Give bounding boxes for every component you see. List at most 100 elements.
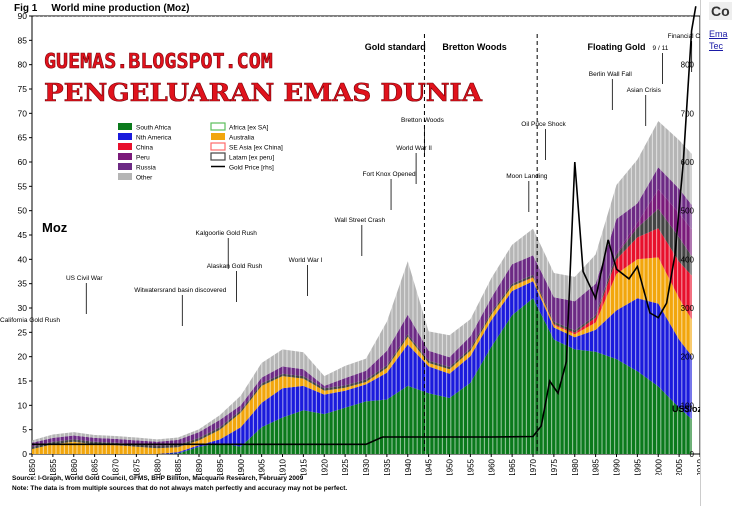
annotation-label: Berlin Wall Fall	[589, 71, 633, 78]
y-tick-label: 85	[18, 35, 28, 45]
era-label: Gold standard	[365, 42, 426, 52]
x-tick-label: 1990	[613, 458, 622, 475]
side-link-1[interactable]: Ema	[709, 29, 728, 39]
legend-label: SE Asia [ex China]	[229, 145, 283, 152]
annotation-label: Alaskan Gold Rush	[207, 263, 263, 270]
legend-label: South Africa	[136, 125, 171, 132]
y2-tick-label: 700	[681, 109, 695, 118]
y2-tick-label: 300	[681, 304, 695, 313]
y-tick-label: 65	[18, 133, 28, 143]
x-axis: 1850 1855 1860 1865 1870 1875 1880 1885 1890 1895…	[28, 454, 700, 475]
y2-tick-label: 600	[681, 158, 695, 167]
watermark-line2: PENGELUARAN EMAS DUNIA	[44, 78, 482, 107]
y-tick-label: 90	[18, 11, 28, 21]
x-tick-label: 1860	[70, 458, 79, 475]
legend-swatch	[118, 143, 132, 150]
era-labels: Gold standard Bretton Woods Floating Gold	[365, 42, 646, 52]
y-tick-label: 35	[18, 279, 28, 289]
side-link-2[interactable]: Tec	[709, 41, 724, 51]
y-tick-label: 80	[18, 60, 28, 70]
legend-label: Africa [ex SA]	[229, 125, 269, 132]
x-tick-label: 1885	[174, 458, 183, 475]
x-tick-label: 1905	[258, 458, 267, 475]
legend-swatch	[118, 173, 132, 180]
x-tick-label: 1975	[550, 458, 559, 475]
legend-swatch	[211, 133, 225, 140]
y-tick-label: 45	[18, 230, 28, 240]
x-tick-label: 1995	[633, 458, 642, 475]
y-axis-right: 0 100 200 300 400 500 600 700 800	[681, 61, 695, 459]
y-tick-label: 30	[18, 303, 28, 313]
x-tick-label: 1950	[446, 458, 455, 475]
y-axis-left: 0 5 10 15 20 25 30 35 40 45 50 55 60 65 70 75 80 85 90	[18, 11, 32, 459]
annotation-label: World War II	[396, 145, 432, 152]
legend-label: Peru	[136, 155, 150, 162]
chart: 0 5 10 15 20 25 30 35 40 45 50 55 60 65 70 75 80 85 90 0 10…	[0, 6, 700, 475]
y-tick-label: 50	[18, 206, 28, 216]
x-tick-label: 1890	[195, 458, 204, 475]
figure-source: Source: I-Graph, World Gold Council, GFM…	[12, 475, 304, 482]
y-tick-label: 40	[18, 254, 28, 264]
x-tick-label: 1920	[320, 458, 329, 475]
x-tick-label: 2010	[696, 458, 700, 475]
y2-tick-label: 500	[681, 207, 695, 216]
legend-swatch	[118, 163, 132, 170]
x-tick-label: 1965	[508, 458, 517, 475]
y2-tick-label: 100	[681, 401, 695, 410]
x-tick-label: 1875	[132, 458, 141, 475]
legend-swatch	[210, 152, 226, 161]
watermark-line1: GUEMAS.BLOGSPOT.COM	[44, 49, 273, 73]
x-tick-label: 1910	[279, 458, 288, 475]
annotation-label: 9 / 11	[653, 45, 669, 52]
x-tick-label: 1945	[425, 458, 434, 475]
figure-title-text: World mine production (Moz)	[51, 3, 190, 14]
x-tick-label: 2005	[675, 458, 684, 475]
y-tick-label: 10	[18, 400, 28, 410]
x-tick-label: 2000	[654, 458, 663, 475]
legend-swatch	[118, 133, 132, 140]
y-tick-label: 5	[22, 425, 27, 435]
x-tick-label: 1955	[466, 458, 475, 475]
x-tick-label: 1925	[341, 458, 350, 475]
era-label: Floating Gold	[588, 42, 646, 52]
figure-title: Fig 1 World mine production (Moz)	[14, 3, 189, 14]
legend-label: Other	[136, 175, 153, 182]
figure-note: Note: The data is from multiple sources …	[12, 485, 348, 492]
y-tick-label: 75	[18, 84, 28, 94]
x-tick-label: 1915	[299, 458, 308, 475]
annotation-label: Bretton Woods	[401, 117, 445, 124]
x-tick-label: 1895	[216, 458, 225, 475]
annotation-label: Asian Crisis	[627, 87, 662, 94]
legend-label: China	[136, 145, 153, 152]
x-tick-label: 1940	[404, 458, 413, 475]
legend-label: Nth America	[136, 135, 172, 142]
annotation-label: US Civil War	[66, 275, 103, 282]
annotation-label: Fort Knox Opened	[362, 171, 415, 178]
annotation-label: Witwatersrand basin discovered	[134, 287, 227, 294]
y-tick-label: 55	[18, 181, 28, 191]
area-china	[32, 228, 692, 450]
y-tick-label: 70	[18, 108, 28, 118]
x-tick-label: 1985	[592, 458, 601, 475]
era-dividers	[423, 34, 538, 454]
legend-swatch	[210, 122, 226, 131]
annotation-label: Wall Street Crash	[334, 217, 385, 224]
x-tick-label: 1880	[153, 458, 162, 475]
y2-tick-label: 400	[681, 255, 695, 264]
legend-label: Gold Price [rhs]	[229, 165, 274, 172]
gold-price-line	[32, 6, 697, 446]
annotation-label: California Gold Rush	[0, 317, 60, 324]
gold-price-line-group	[32, 6, 697, 446]
annotation-label: Kalgoorlie Gold Rush	[196, 230, 258, 237]
y2-tick-label: 0	[690, 450, 695, 459]
x-tick-label: 1900	[237, 458, 246, 475]
x-tick-label: 1935	[383, 458, 392, 475]
x-tick-label: 1930	[362, 458, 371, 475]
annotation-label: World War I	[289, 257, 323, 264]
legend-label: Russia	[136, 165, 156, 172]
event-annotations: California Gold Rush US Civil War Witwater…	[0, 33, 700, 356]
x-tick-label: 1980	[571, 458, 580, 475]
y-axis-label: Moz	[42, 220, 68, 235]
legend-label: Latam [ex peru]	[229, 155, 274, 162]
legend: South Africa Africa [ex SA] Nth America Aus…	[118, 122, 283, 182]
